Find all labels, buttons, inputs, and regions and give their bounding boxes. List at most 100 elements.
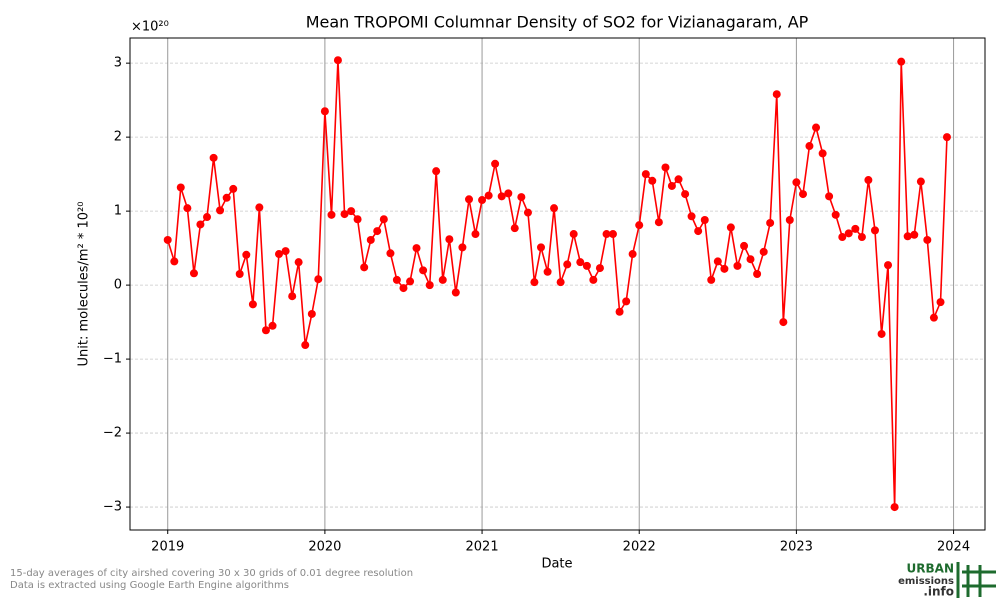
data-point bbox=[203, 213, 212, 222]
data-point bbox=[582, 261, 591, 270]
data-point bbox=[648, 176, 657, 185]
data-point bbox=[942, 133, 951, 142]
data-point bbox=[170, 257, 179, 266]
data-point bbox=[347, 207, 356, 216]
data-point bbox=[530, 278, 539, 287]
chart-title: Mean TROPOMI Columnar Density of SO2 for… bbox=[306, 13, 809, 32]
data-line bbox=[166, 60, 948, 508]
data-point bbox=[465, 195, 474, 204]
y-tick-label: −2 bbox=[103, 426, 122, 441]
data-point bbox=[340, 210, 349, 219]
data-point bbox=[916, 177, 925, 186]
data-point bbox=[451, 288, 460, 297]
data-point bbox=[903, 232, 912, 241]
data-point bbox=[386, 249, 395, 258]
data-point bbox=[216, 206, 225, 215]
footer-note: Data is extracted using Google Earth Eng… bbox=[10, 580, 289, 591]
plot-frame bbox=[129, 37, 986, 531]
y-offset-label: ×10²⁰ bbox=[131, 20, 169, 35]
data-point bbox=[622, 297, 631, 306]
data-point bbox=[550, 204, 559, 213]
data-point bbox=[248, 300, 257, 309]
data-point bbox=[301, 341, 310, 350]
data-point bbox=[366, 235, 375, 244]
data-point bbox=[563, 260, 572, 269]
data-point bbox=[884, 261, 893, 270]
data-point bbox=[327, 210, 336, 219]
y-tick-label: 0 bbox=[114, 278, 122, 293]
data-point bbox=[838, 233, 847, 242]
x-tick-label: 2020 bbox=[308, 540, 341, 555]
data-point bbox=[379, 215, 388, 224]
data-point bbox=[314, 275, 323, 284]
data-point bbox=[576, 258, 585, 267]
data-point bbox=[694, 227, 703, 236]
footer-note: 15-day averages of city airshed covering… bbox=[10, 568, 413, 579]
data-point bbox=[189, 269, 198, 278]
data-point bbox=[785, 216, 794, 225]
data-point bbox=[510, 224, 519, 233]
data-point bbox=[497, 192, 506, 201]
data-point bbox=[458, 243, 467, 252]
logo-text: emissions bbox=[898, 576, 954, 587]
data-point bbox=[432, 167, 441, 176]
data-point bbox=[766, 218, 775, 227]
data-point bbox=[517, 193, 526, 202]
data-point bbox=[425, 281, 434, 290]
data-point bbox=[320, 107, 329, 116]
data-point bbox=[890, 503, 899, 512]
data-point bbox=[504, 189, 513, 198]
data-point bbox=[360, 263, 369, 272]
data-point bbox=[222, 193, 231, 202]
x-tick-label: 2024 bbox=[937, 540, 970, 555]
data-point bbox=[707, 275, 716, 284]
data-point bbox=[595, 264, 604, 273]
logo: URBAN emissions .info bbox=[898, 562, 996, 599]
data-point bbox=[235, 270, 244, 279]
data-point bbox=[759, 247, 768, 256]
data-point bbox=[667, 181, 676, 190]
data-point bbox=[255, 203, 264, 212]
data-point bbox=[523, 208, 532, 217]
data-point bbox=[229, 184, 238, 193]
data-point bbox=[373, 227, 382, 236]
data-point bbox=[825, 192, 834, 201]
data-point bbox=[792, 178, 801, 187]
data-point bbox=[740, 241, 749, 250]
data-point bbox=[844, 229, 853, 238]
data-point bbox=[628, 250, 637, 259]
data-point bbox=[392, 275, 401, 284]
data-point bbox=[923, 235, 932, 244]
data-point bbox=[484, 191, 493, 200]
data-point bbox=[333, 56, 342, 65]
data-point bbox=[196, 220, 205, 229]
data-point bbox=[353, 215, 362, 224]
data-point bbox=[798, 190, 807, 199]
data-point bbox=[536, 243, 545, 252]
y-axis-label: Unit: molecules/m² * 10²⁰ bbox=[77, 202, 92, 367]
data-point bbox=[288, 292, 297, 301]
x-tick-label: 2022 bbox=[623, 540, 656, 555]
y-tick-label: −3 bbox=[103, 500, 122, 515]
data-point bbox=[569, 230, 578, 239]
y-tick-label: −1 bbox=[103, 352, 122, 367]
data-point bbox=[176, 183, 185, 192]
x-tick-label: 2019 bbox=[151, 540, 184, 555]
data-point bbox=[674, 175, 683, 184]
data-point bbox=[746, 255, 755, 264]
data-point bbox=[936, 298, 945, 307]
data-point bbox=[818, 149, 827, 158]
x-tick-label: 2021 bbox=[466, 540, 499, 555]
data-point bbox=[438, 275, 447, 284]
data-point bbox=[910, 230, 919, 239]
data-point bbox=[772, 90, 781, 99]
data-point bbox=[608, 230, 617, 239]
data-point bbox=[641, 170, 650, 179]
data-point bbox=[419, 266, 428, 275]
data-point bbox=[281, 247, 290, 256]
data-point bbox=[261, 326, 270, 335]
data-point bbox=[478, 196, 487, 205]
data-point bbox=[700, 216, 709, 225]
